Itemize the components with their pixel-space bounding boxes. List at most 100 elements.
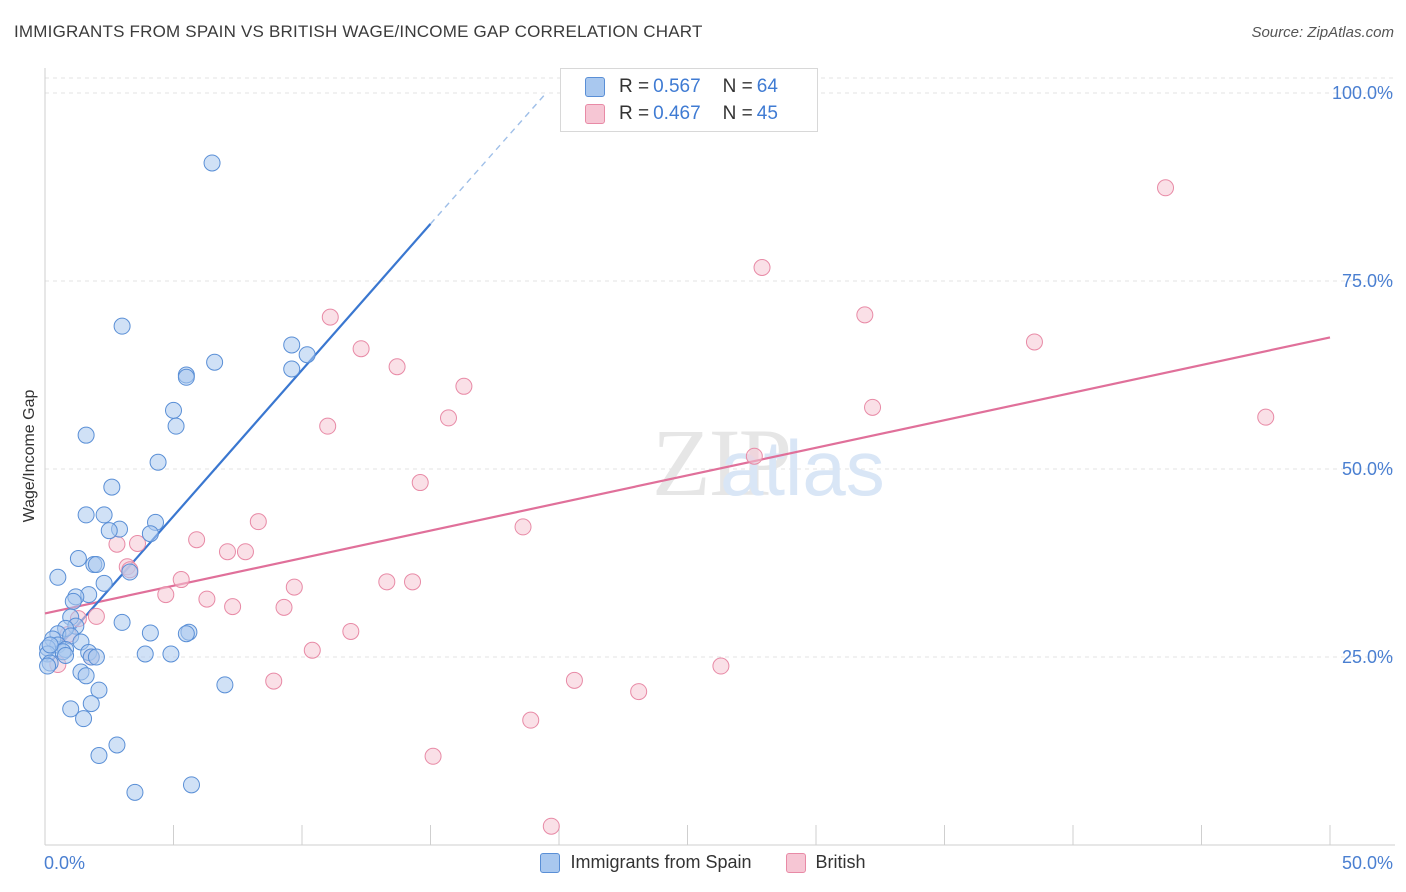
data-point xyxy=(342,622,360,640)
data-point xyxy=(404,573,422,591)
data-point xyxy=(455,377,473,395)
data-point xyxy=(265,672,283,690)
data-point xyxy=(203,154,221,172)
trend-line-spain xyxy=(45,223,432,662)
y-tick-label: 75.0% xyxy=(1342,271,1393,291)
legend-swatch-spain xyxy=(540,852,561,873)
data-point xyxy=(87,556,105,574)
data-point xyxy=(103,478,121,496)
data-point xyxy=(352,340,370,358)
trend-lines xyxy=(44,92,1331,662)
data-points xyxy=(39,154,1275,835)
data-point xyxy=(712,657,730,675)
y-tick-label: 50.0% xyxy=(1342,459,1393,479)
legend-item-british: British xyxy=(785,852,866,873)
data-point xyxy=(1025,333,1043,351)
data-point xyxy=(177,368,195,386)
legend-swatch-spain xyxy=(585,77,605,97)
trend-line-british xyxy=(44,336,1331,615)
data-point xyxy=(411,474,429,492)
data-point xyxy=(514,518,532,536)
data-point xyxy=(188,531,206,549)
legend-label-british: British xyxy=(815,852,866,872)
data-point xyxy=(121,563,139,581)
data-point xyxy=(1157,179,1175,197)
data-point xyxy=(90,681,108,699)
chart-source: Source: ZipAtlas.com xyxy=(1251,24,1394,41)
y-axis-title: Wage/Income Gap xyxy=(21,390,38,523)
data-point xyxy=(298,346,316,364)
legend-n-value: 64 xyxy=(756,76,778,97)
data-point xyxy=(95,574,113,592)
data-point xyxy=(565,671,583,689)
data-point xyxy=(77,506,95,524)
data-point xyxy=(388,358,406,376)
data-point xyxy=(41,636,59,654)
data-point xyxy=(62,700,80,718)
legend-r-label: R = xyxy=(619,103,650,124)
y-tick-label: 100.0% xyxy=(1332,83,1393,103)
data-point xyxy=(141,525,159,543)
data-point xyxy=(424,747,442,765)
data-point xyxy=(283,336,301,354)
data-point xyxy=(136,645,154,663)
axes xyxy=(44,68,1395,846)
data-point xyxy=(216,676,234,694)
data-point xyxy=(285,578,303,596)
chart-title: IMMIGRANTS FROM SPAIN VS BRITISH WAGE/IN… xyxy=(14,22,703,41)
legend-item-spain: Immigrants from Spain xyxy=(540,852,752,873)
data-point xyxy=(542,817,560,835)
data-point xyxy=(77,426,95,444)
data-point xyxy=(745,447,763,465)
legend-swatch-british xyxy=(785,852,806,873)
data-point xyxy=(149,453,167,471)
data-point xyxy=(95,506,113,524)
data-point xyxy=(224,598,242,616)
data-point xyxy=(182,776,200,794)
data-point xyxy=(249,513,267,531)
data-point xyxy=(113,317,131,335)
series-legend: Immigrants from Spain British xyxy=(0,852,1406,873)
data-point xyxy=(126,783,144,801)
data-point xyxy=(1257,408,1275,426)
y-tick-label: 25.0% xyxy=(1342,647,1393,667)
data-point xyxy=(87,607,105,625)
tick-labels: 25.0% 50.0% 75.0% 100.0% 0.0% 50.0% xyxy=(44,83,1393,873)
data-point xyxy=(77,667,95,685)
legend-n-label: N = xyxy=(722,103,753,124)
data-point xyxy=(303,641,321,659)
data-point xyxy=(283,360,301,378)
data-point xyxy=(198,590,216,608)
trend-line-spain-extension xyxy=(429,92,547,225)
legend-row-british: R = 0.467 N = 45 xyxy=(585,101,782,127)
x-tick-label: 50.0% xyxy=(1342,853,1393,873)
data-point xyxy=(87,648,105,666)
legend-n-value: 45 xyxy=(756,103,778,124)
data-point xyxy=(378,573,396,591)
data-point xyxy=(100,522,118,540)
data-point xyxy=(90,747,108,765)
legend-label-spain: Immigrants from Spain xyxy=(570,852,752,872)
data-point xyxy=(439,409,457,427)
data-point xyxy=(319,417,337,435)
data-point xyxy=(856,306,874,324)
data-point xyxy=(39,657,57,675)
data-point xyxy=(275,598,293,616)
data-point xyxy=(864,398,882,416)
legend-n-label: N = xyxy=(722,76,753,97)
data-point xyxy=(162,645,180,663)
data-point xyxy=(753,258,771,276)
data-point xyxy=(165,401,182,419)
legend-swatch-british xyxy=(585,104,605,124)
data-point xyxy=(82,695,100,713)
watermark-zip: ZIP xyxy=(652,409,790,516)
data-point xyxy=(69,550,87,568)
legend-r-value: 0.567 xyxy=(653,76,701,97)
data-point xyxy=(321,308,339,326)
data-point xyxy=(113,613,131,631)
data-point xyxy=(167,417,185,435)
data-point xyxy=(108,736,126,754)
legend-row-spain: R = 0.567 N = 64 xyxy=(585,74,782,100)
data-point xyxy=(172,571,190,589)
